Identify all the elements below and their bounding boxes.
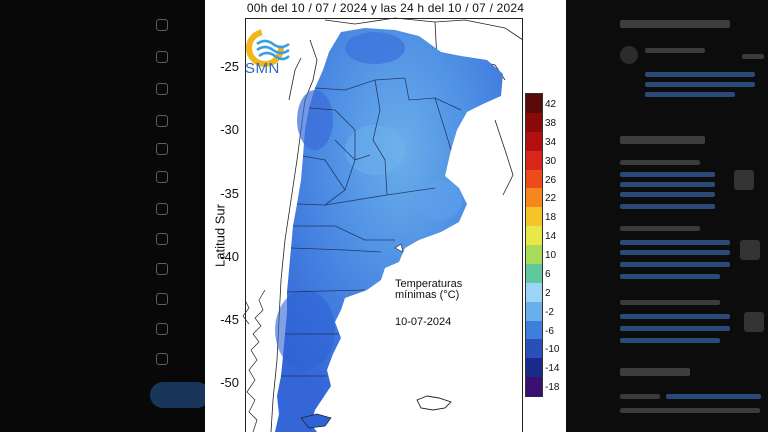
colorbar-segment: [526, 320, 542, 340]
map-title: 00h del 10 / 07 / 2024 y las 24 h del 10…: [246, 1, 525, 15]
argentina-temperature-map: [242, 17, 524, 432]
bookmark-icon: [156, 203, 168, 215]
mail-icon: [156, 115, 168, 127]
legend-title: Temperaturas mínimas (°C): [395, 278, 463, 301]
y-tick: -50: [220, 375, 239, 390]
chile-coastline: [242, 289, 266, 432]
nav-item-notifications[interactable]: [156, 80, 168, 98]
more-icon: [156, 353, 168, 365]
y-tick: -35: [220, 186, 239, 201]
left-sidebar: [0, 0, 205, 432]
search-icon: [156, 51, 168, 63]
colorbar-segment: [526, 358, 542, 378]
map-date: 10-07-2024: [395, 316, 452, 328]
colorbar-label: 10: [545, 250, 557, 261]
colorbar-label: -2: [545, 306, 554, 318]
colorbar-label: -18: [545, 382, 560, 394]
live-heading: [620, 136, 705, 144]
colorbar-segment: [526, 282, 542, 303]
neighbor-borders: [270, 17, 524, 432]
colorbar-segment: [526, 263, 542, 284]
colorbar-segment: [526, 188, 542, 208]
colorbar-segment: [526, 112, 542, 133]
grok-icon: [156, 143, 168, 155]
colorbar-label: 38: [545, 117, 557, 129]
lightning-icon: [156, 293, 168, 305]
post-button[interactable]: [150, 382, 210, 408]
colorbar-label: 30: [545, 155, 557, 167]
colorbar-segment: [526, 94, 542, 114]
colorbar-segment: [526, 245, 542, 265]
nav-item-bookmarks[interactable]: [156, 200, 168, 218]
live-thumbnail[interactable]: [740, 240, 760, 260]
province-borders: [281, 77, 462, 377]
smn-logo-text: SMN: [245, 60, 280, 77]
nav-item-premium[interactable]: [156, 260, 168, 278]
y-tick: -45: [220, 312, 239, 327]
nav-item-grok[interactable]: [156, 140, 168, 158]
nav-item-communities[interactable]: [156, 230, 168, 248]
colorbar-segment: [526, 226, 542, 246]
nav-item-profile[interactable]: [156, 320, 168, 338]
colorbar-segment: [526, 377, 542, 397]
nav-item-more[interactable]: [156, 350, 168, 368]
colorbar-label: 6: [545, 268, 551, 280]
weather-map-image: 00h del 10 / 07 / 2024 y las 24 h del 10…: [205, 0, 566, 432]
live-thumbnail[interactable]: [734, 170, 754, 190]
colorbar-segment: [526, 301, 542, 321]
x-logo-icon: [156, 263, 168, 275]
list-icon: [156, 171, 168, 183]
colorbar-segment: [526, 207, 542, 227]
bell-icon: [156, 83, 168, 95]
islands: [416, 395, 452, 411]
person-icon: [156, 323, 168, 335]
nav-item-messages[interactable]: [156, 112, 168, 130]
y-tick: -30: [220, 122, 239, 137]
colorbar-label: 26: [545, 174, 557, 186]
colorbar-segment: [526, 339, 542, 359]
smn-logo-icon: [246, 29, 290, 67]
nav-item-home[interactable]: [156, 16, 204, 34]
colorbar-label: 14: [545, 231, 557, 243]
nav-item-verified-orgs[interactable]: [156, 290, 168, 308]
relevant-people-heading: [620, 20, 730, 28]
colorbar-label: 22: [545, 193, 557, 205]
live-thumbnail[interactable]: [744, 312, 764, 332]
colorbar-segment: [526, 150, 542, 170]
colorbar-label: -10: [545, 344, 560, 356]
nav-item-lists[interactable]: [156, 168, 168, 186]
colorbar-label: 18: [545, 212, 557, 224]
y-tick: -25: [220, 59, 239, 74]
nav-item-explore[interactable]: [156, 48, 168, 66]
home-icon: [156, 19, 168, 31]
follow-button[interactable]: [742, 54, 764, 59]
colorbar-segment: [526, 169, 542, 189]
colorbar-label: -14: [545, 363, 560, 375]
colorbar-label: -6: [545, 325, 554, 337]
people-icon: [156, 233, 168, 245]
colorbar-segment: [526, 131, 542, 152]
avatar: [620, 46, 638, 64]
colorbar-label: 34: [545, 136, 557, 148]
y-tick: -40: [220, 249, 239, 264]
colorbar-label: 42: [545, 99, 557, 110]
trending-heading: [620, 368, 690, 376]
colorbar: [525, 93, 543, 397]
colorbar-label: 2: [545, 287, 551, 299]
map-plot-area: [245, 18, 523, 432]
